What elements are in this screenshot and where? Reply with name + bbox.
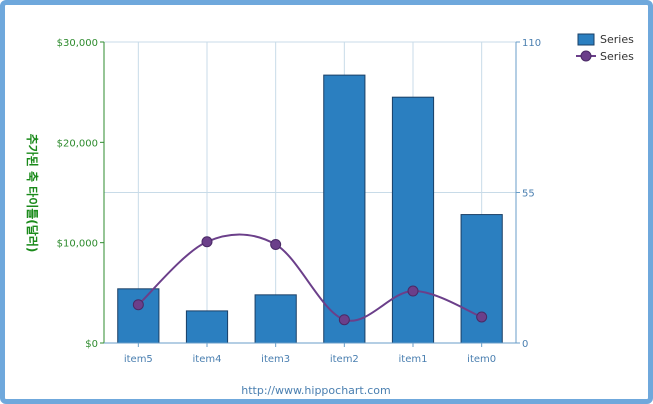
y-right-tick-label: 55 <box>522 189 535 200</box>
legend-line-label: Series <box>600 50 634 63</box>
grid <box>104 41 516 343</box>
x-tick-label: item1 <box>399 354 428 365</box>
bar-item0 <box>460 214 503 344</box>
line-point-item4 <box>201 236 213 248</box>
bar-item3 <box>254 294 297 344</box>
x-tick-label: item0 <box>467 354 496 365</box>
x-tick-label: item2 <box>330 354 359 365</box>
y-left-tick-label: $0 <box>85 339 98 350</box>
line-series <box>132 233 488 326</box>
legend-line-marker <box>580 50 592 62</box>
legend-bar-label: Series <box>600 33 634 46</box>
bars <box>117 74 503 344</box>
y-right-tick-label: 0 <box>522 339 528 350</box>
bar-item1 <box>391 96 435 344</box>
line-point-item3 <box>270 238 282 250</box>
line-point-item2 <box>338 314 350 326</box>
legend[interactable]: Series Series <box>576 33 634 63</box>
bar-item2 <box>323 74 366 344</box>
x-tick-label: item3 <box>261 354 290 365</box>
y-left-tick-label: $30,000 <box>57 38 98 49</box>
legend-bar-swatch <box>577 33 595 46</box>
y-left-tick-label: $20,000 <box>57 138 98 149</box>
y-axis-title: 추가된 축 타이틀(달러) <box>25 134 40 253</box>
line-point-item1 <box>407 285 419 297</box>
y-left-tick-label: $10,000 <box>57 239 98 250</box>
y-right-tick-label: 110 <box>522 38 541 49</box>
x-tick-label: item4 <box>193 354 222 365</box>
bar-item4 <box>185 310 229 344</box>
ticks: $0 $10,000 $20,000 $30,000 0 55 110 item5 item4 i… <box>57 38 541 365</box>
bar-item5 <box>117 288 160 344</box>
line-point-item5 <box>132 299 144 311</box>
x-tick-label: item5 <box>124 354 153 365</box>
footer-link[interactable]: http://www.hippochart.com <box>241 384 390 397</box>
line-point-item0 <box>476 311 488 323</box>
